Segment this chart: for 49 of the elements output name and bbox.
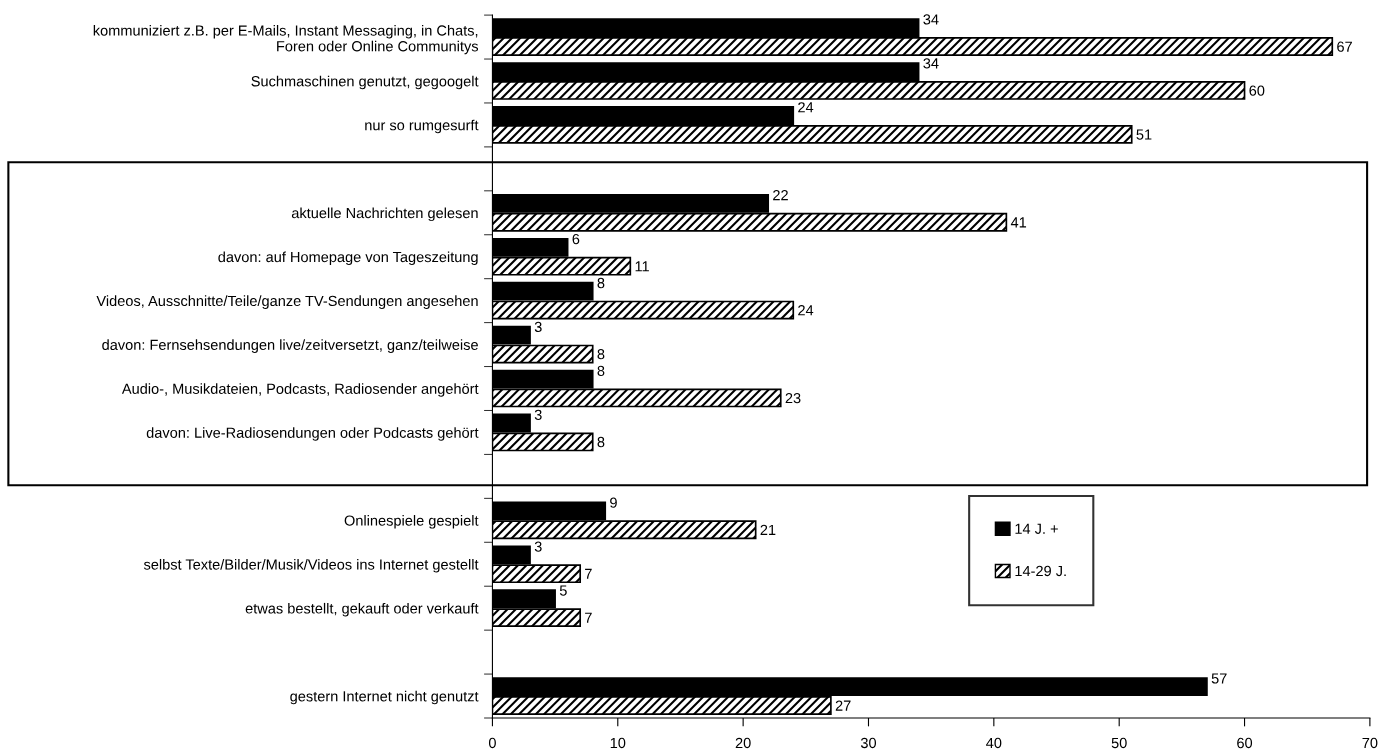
data-label: 11 — [635, 261, 649, 272]
x-tick-label: 50 — [1111, 737, 1127, 749]
data-label: 27 — [835, 700, 851, 711]
y-tick-label: selbst Texte/Bilder/Musik/Videos ins Internet gestellt — [143, 558, 479, 573]
data-label: 51 — [1136, 129, 1152, 140]
legend-label: 14 J. + — [1015, 523, 1058, 534]
y-tick-label: davon: Fernsehsendungen live/zeitversetzt, ganz/teilweise — [102, 339, 478, 353]
y-tick-label: nur so rumgesurft — [365, 119, 479, 134]
data-label: 21 — [760, 524, 776, 535]
y-tick-label: kommuniziert z.B. per E-Mails, Instant Messaging, in Chats, Foren oder Online Communitys — [93, 24, 479, 55]
data-label: 24 — [798, 102, 814, 113]
y-tick-label: davon: Live-Radiosendungen oder Podcasts gehört — [146, 427, 479, 441]
x-tick-label: 30 — [860, 737, 877, 749]
x-tick-label: 40 — [986, 737, 1002, 749]
data-label: 9 — [610, 497, 617, 508]
y-tick-label: aktuelle Nachrichten gelesen — [291, 207, 478, 222]
x-tick-label: 60 — [1237, 737, 1253, 749]
data-label: 8 — [597, 349, 605, 360]
data-label: 3 — [534, 321, 542, 333]
data-label: 5 — [559, 585, 567, 596]
data-label: 57 — [1211, 673, 1227, 684]
data-label: 41 — [1010, 217, 1027, 228]
data-label: 3 — [534, 409, 542, 420]
x-tick-label: 0 — [488, 737, 496, 749]
y-tick-label: etwas bestellt, gekauft oder verkauft — [245, 602, 479, 617]
data-label: 7 — [585, 612, 592, 623]
data-label: 22 — [773, 189, 788, 201]
y-tick-label: Videos, Ausschnitte/Teile/ganze TV-Sendungen angesehen — [96, 295, 478, 309]
y-tick-label: Onlinespiele gespielt — [344, 515, 479, 529]
data-label: 23 — [785, 392, 801, 404]
data-label: 60 — [1249, 85, 1265, 96]
data-label: 34 — [923, 14, 939, 25]
data-label: 8 — [597, 365, 605, 377]
y-tick-label: Suchmaschinen genutzt, gegoogelt — [251, 75, 479, 90]
legend-label: 14-29 J. — [1015, 565, 1066, 577]
data-label: 7 — [585, 568, 592, 579]
x-tick-label: 20 — [735, 737, 751, 749]
data-label: 24 — [798, 305, 814, 316]
data-label: 34 — [923, 58, 939, 69]
data-label: 67 — [1337, 41, 1352, 52]
data-label: 8 — [597, 436, 605, 448]
y-tick-label: davon: auf Homepage von Tageszeitung — [218, 251, 478, 266]
y-tick-label: Audio-, Musikdateien, Podcasts, Radiosender angehört — [121, 383, 479, 397]
data-label: 3 — [534, 541, 542, 552]
y-tick-label: gestern Internet nicht genutzt — [290, 690, 479, 705]
data-label: 6 — [572, 233, 580, 245]
x-tick-label: 70 — [1362, 737, 1378, 749]
x-tick-label: 10 — [610, 737, 626, 749]
data-label: 8 — [597, 277, 605, 289]
